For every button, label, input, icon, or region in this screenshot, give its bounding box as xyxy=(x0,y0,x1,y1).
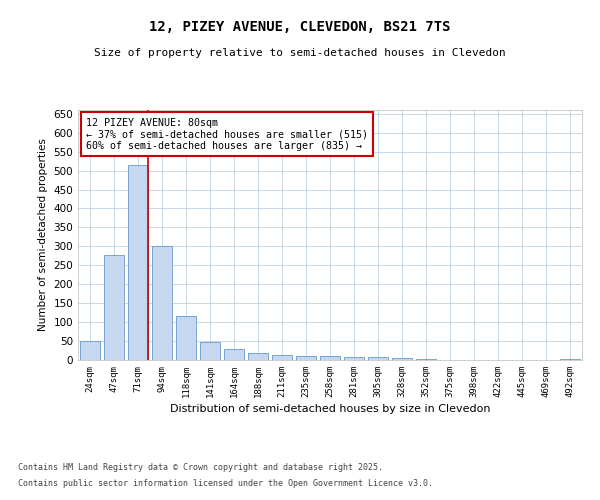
Text: Contains HM Land Registry data © Crown copyright and database right 2025.: Contains HM Land Registry data © Crown c… xyxy=(18,462,383,471)
Bar xyxy=(344,358,364,360)
Bar xyxy=(80,341,100,360)
Bar xyxy=(560,359,580,360)
Y-axis label: Number of semi-detached properties: Number of semi-detached properties xyxy=(38,138,48,332)
Bar xyxy=(104,254,124,360)
Bar xyxy=(248,353,268,360)
Text: Size of property relative to semi-detached houses in Clevedon: Size of property relative to semi-detach… xyxy=(94,48,506,58)
Bar xyxy=(296,356,316,360)
Text: 12 PIZEY AVENUE: 80sqm
← 37% of semi-detached houses are smaller (515)
60% of se: 12 PIZEY AVENUE: 80sqm ← 37% of semi-det… xyxy=(86,118,368,150)
Bar xyxy=(272,355,292,360)
Bar xyxy=(224,348,244,360)
Bar xyxy=(152,246,172,360)
Bar xyxy=(392,358,412,360)
Bar xyxy=(176,316,196,360)
Text: Contains public sector information licensed under the Open Government Licence v3: Contains public sector information licen… xyxy=(18,479,433,488)
Bar xyxy=(320,356,340,360)
Bar xyxy=(416,359,436,360)
Bar xyxy=(128,165,148,360)
X-axis label: Distribution of semi-detached houses by size in Clevedon: Distribution of semi-detached houses by … xyxy=(170,404,490,414)
Bar xyxy=(200,342,220,360)
Text: 12, PIZEY AVENUE, CLEVEDON, BS21 7TS: 12, PIZEY AVENUE, CLEVEDON, BS21 7TS xyxy=(149,20,451,34)
Bar xyxy=(368,358,388,360)
